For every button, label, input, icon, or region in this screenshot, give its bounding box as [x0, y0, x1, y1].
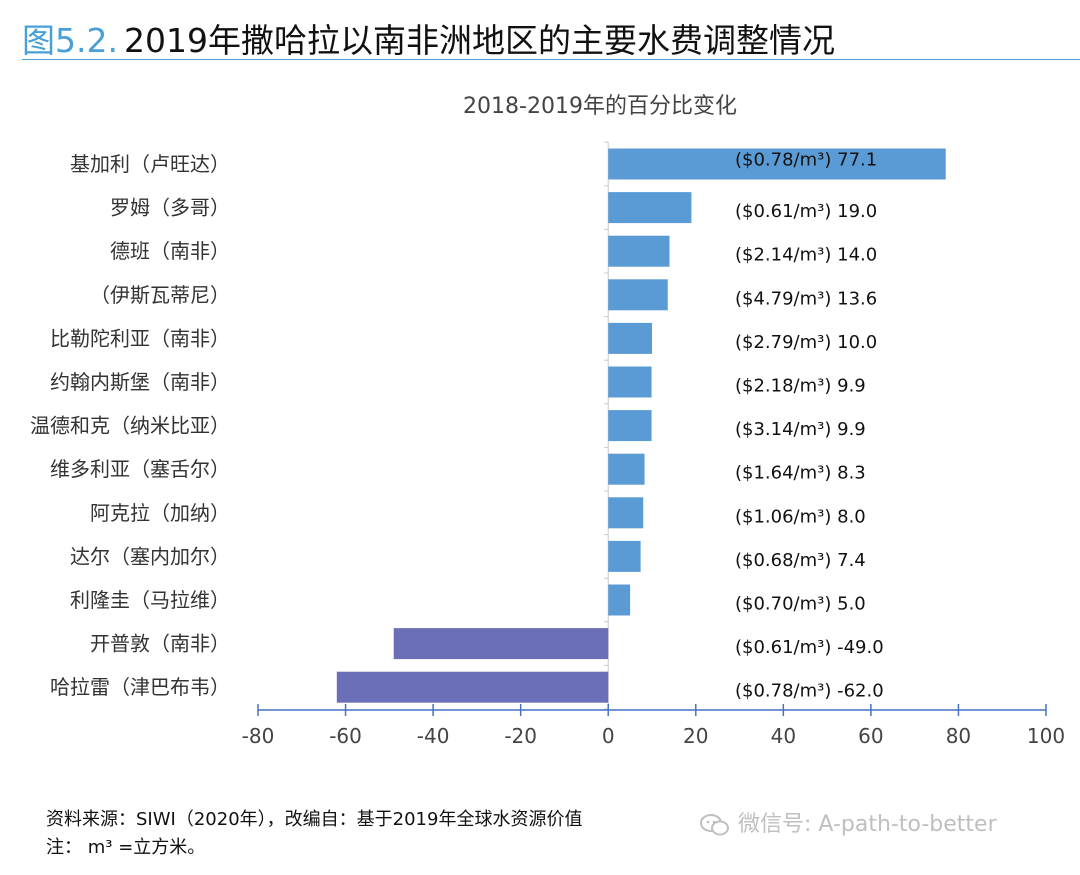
chart-title: 2018-2019年的百分比变化 [463, 94, 737, 119]
value-label: ($0.70/m³) 5.0 [735, 594, 866, 615]
category-label: 阿克拉（加纳） [90, 501, 230, 525]
unit-note: 注： m³ =立方米。 [46, 837, 206, 858]
value-label: ($0.78/m³) -62.0 [735, 681, 884, 702]
footer: 资料来源：SIWI（2020年），改编自：基于2019年全球水资源价值 注： m… [46, 806, 582, 862]
value-label: ($1.64/m³) 8.3 [735, 463, 866, 484]
x-tick-label: 20 [683, 724, 708, 748]
bar [608, 584, 631, 616]
bar [336, 671, 609, 703]
category-label: 温德和克（纳米比亚） [30, 414, 230, 438]
source-note: 资料来源：SIWI（2020年），改编自：基于2019年全球水资源价值 [46, 809, 583, 830]
value-label: ($0.68/m³) 7.4 [735, 550, 866, 571]
bar [608, 453, 645, 485]
value-label: ($3.14/m³) 9.9 [735, 419, 866, 440]
bar [608, 279, 668, 311]
category-label: 德班（南非） [110, 239, 230, 263]
category-label: 开普敦（南非） [90, 632, 230, 656]
x-tick-label: -20 [504, 724, 537, 748]
bar [608, 497, 644, 529]
x-tick-label: -40 [417, 724, 450, 748]
category-label: 利隆圭（马拉维） [70, 588, 230, 612]
x-tick-label: 100 [1027, 724, 1065, 748]
value-label: ($2.14/m³) 14.0 [735, 245, 877, 266]
watermark: 微信号: A-path-to-better [700, 806, 997, 838]
bar [608, 410, 652, 442]
bar [608, 192, 692, 224]
bar [608, 148, 946, 180]
x-tick-label: -60 [329, 724, 362, 748]
wechat-icon [700, 814, 729, 836]
category-label: 达尔（塞内加尔） [70, 544, 230, 568]
value-label: ($0.61/m³) -49.0 [735, 637, 884, 658]
bar [393, 628, 609, 660]
figure-header: 图5.2. 2019年撒哈拉以南非洲地区的主要水费调整情况 [22, 14, 1080, 60]
value-label: ($0.78/m³) 77.1 [735, 150, 877, 171]
category-label: 哈拉雷（津巴布韦） [50, 675, 230, 699]
figure-number: 图5.2. [22, 21, 118, 60]
figure-title: 2019年撒哈拉以南非洲地区的主要水费调整情况 [123, 21, 835, 60]
x-tick-label: -80 [242, 724, 275, 748]
bar-chart: 基加利（卢旺达） ($0.78/m³) 77.1 罗姆（多哥） ($0.61/m³) … [30, 141, 1065, 748]
category-label: 约翰内斯堡（南非） [50, 370, 230, 394]
category-label: 比勒陀利亚（南非） [50, 326, 230, 350]
bar [608, 540, 641, 572]
bar [608, 366, 652, 398]
bar [608, 235, 670, 267]
x-tick-label: 80 [946, 724, 971, 748]
category-label: 基加利（卢旺达） [70, 152, 230, 176]
category-label: 维多利亚（塞舌尔） [50, 457, 230, 481]
x-tick-label: 40 [771, 724, 796, 748]
value-label: ($4.79/m³) 13.6 [735, 288, 877, 309]
category-label: （伊斯瓦蒂尼） [90, 283, 230, 307]
category-label: 罗姆（多哥） [110, 196, 230, 220]
value-label: ($0.61/m³) 19.0 [735, 201, 877, 222]
value-label: ($2.79/m³) 10.0 [735, 332, 877, 353]
x-tick-label: 0 [602, 724, 615, 748]
bar [608, 322, 652, 354]
value-label: ($1.06/m³) 8.0 [735, 506, 866, 527]
watermark-text: 微信号: A-path-to-better [738, 812, 997, 837]
title-rule [22, 59, 1080, 60]
x-tick-label: 60 [858, 724, 883, 748]
value-label: ($2.18/m³) 9.9 [735, 376, 866, 397]
